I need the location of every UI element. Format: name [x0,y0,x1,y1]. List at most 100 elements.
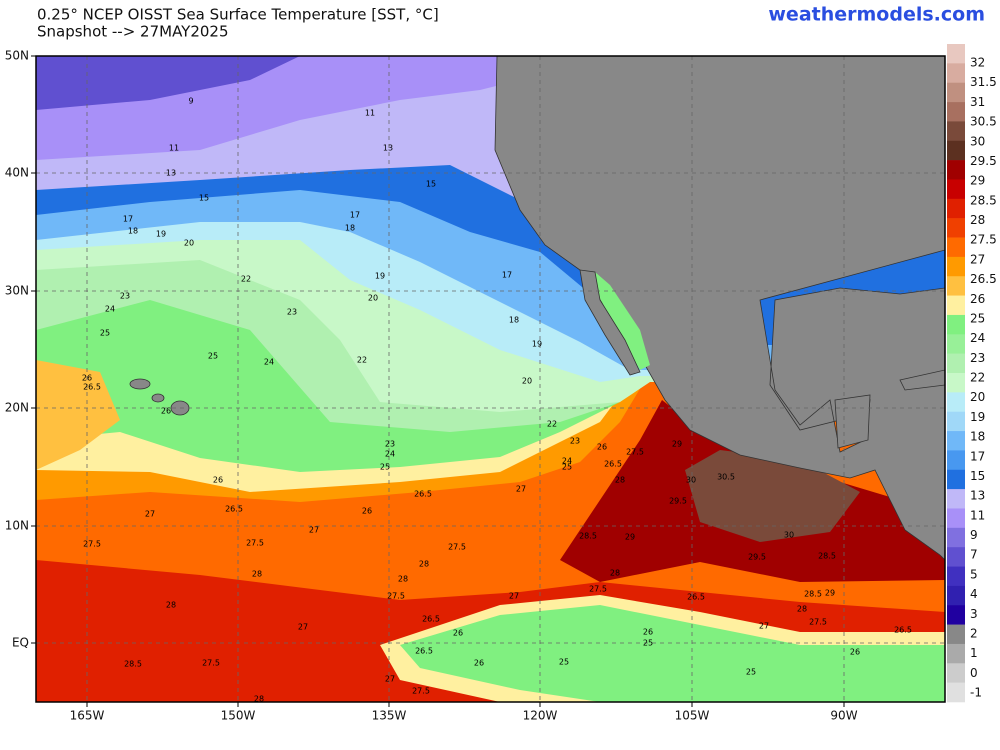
contour-label: 27 [145,510,155,519]
contour-label: 30 [784,531,794,540]
contour-label: 23 [570,437,580,446]
lon-label: 105W [675,709,710,723]
contour-label: 26.5 [604,460,622,469]
contour-label: 26 [82,374,92,383]
contour-label: 24 [562,457,572,466]
contour-label: 13 [383,144,393,153]
contour-label: 29 [672,440,682,449]
colorbar-label: 25 [970,311,985,325]
colorbar-segment [947,508,965,529]
contour-label: 20 [368,294,378,303]
colorbar-segment [947,624,965,645]
contour-label: 11 [169,144,179,153]
colorbar-label: 13 [970,489,985,503]
contour-label: 26 [474,659,484,668]
colorbar-label: 2 [970,626,978,640]
colorbar-segment [947,373,965,393]
contour-label: 26.5 [414,490,432,499]
contour-label: 27.5 [412,687,430,696]
contour-label: 28 [398,575,408,584]
contour-label: 27 [385,675,395,684]
contour-label: 27 [759,622,769,631]
lon-label: 120W [523,709,558,723]
warm-pool-core [685,450,860,542]
contour-label: 26.5 [687,593,705,602]
colorbar-label: 0 [970,666,978,680]
colorbar-segment [947,140,965,161]
lat-label: EQ [12,636,29,650]
land-hawaii [151,393,165,403]
colorbar-label: 31 [970,95,985,109]
contour-label: 27.5 [809,618,827,627]
lat-label: 30N [5,284,29,298]
west-warm-patch [36,360,120,470]
colorbar-label: 29.5 [970,154,997,168]
colorbar-segment [947,314,965,335]
contour-label: 27.5 [83,540,101,549]
contour-label: 17 [502,271,512,280]
subtitle: Snapshot --> 27MAY2025 [37,23,229,41]
contour-label: 26 [362,507,372,516]
contour-label: 27 [309,526,319,535]
colorbar-label: 17 [970,449,985,463]
colorbar-label: 18 [970,430,985,444]
colorbar-segment [947,102,965,122]
contour-label: 11 [365,109,375,118]
colorbar-segment [947,82,965,103]
contour-label: 28 [610,569,620,578]
lon-label: 90W [830,709,857,723]
contour-label: 17 [123,215,133,224]
colorbar-segment [947,547,965,567]
contour-label: 25 [100,329,110,338]
contour-label: 19 [375,272,385,281]
colorbar-label: 23 [970,351,985,365]
lon-label: 150W [221,709,256,723]
title: 0.25° NCEP OISST Sea Surface Temperature… [37,6,439,24]
contour-label: 27.5 [202,659,220,668]
contour-label: 23 [287,308,297,317]
colorbar-label: 3 [970,607,978,621]
contour-label: 17 [350,211,360,220]
contour-label: 30.5 [717,473,735,482]
contour-label: 26.5 [894,626,912,635]
colorbar-segment [947,63,965,84]
contour-label: 29 [625,533,635,542]
contour-label: 26.5 [422,615,440,624]
contour-label: 20 [184,239,194,248]
colorbar-segment [947,392,965,413]
colorbar-label: 31.5 [970,75,997,89]
colorbar-label: 24 [970,331,985,345]
contour-label: 25 [559,658,569,667]
colorbar-segment [947,605,965,625]
contour-label: 22 [547,420,557,429]
colorbar-segment [947,411,965,432]
colorbar-segment [947,353,965,374]
colorbar-segment [947,334,965,354]
colorbar-label: 9 [970,528,978,542]
contour-label: 26.5 [83,383,101,392]
contour-label: 27.5 [246,539,264,548]
contour-label: 28.5 [818,552,836,561]
colorbar-segment [947,450,965,471]
contour-label: 28 [252,570,262,579]
colorbar-label: 19 [970,410,985,424]
colorbar-segment [947,179,965,200]
contour-label: 22 [241,275,251,284]
colorbar-segment [947,256,965,277]
colorbar-label: 22 [970,371,985,385]
lat-label: 10N [5,519,29,533]
colorbar-segment [947,682,965,703]
colorbar-segment [947,160,965,180]
colorbar-label: 20 [970,390,985,404]
contour-label: 9 [188,97,193,106]
colorbar-label: 28.5 [970,193,997,207]
colorbar-label: 5 [970,567,978,581]
sst-field [36,56,945,702]
lat-label: 40N [5,166,29,180]
contour-label: 26.5 [415,647,433,656]
colorbar-label: -1 [970,686,982,700]
lon-label: 165W [70,709,105,723]
contour-label: 25 [208,352,218,361]
colorbar-label: 32 [970,56,985,70]
